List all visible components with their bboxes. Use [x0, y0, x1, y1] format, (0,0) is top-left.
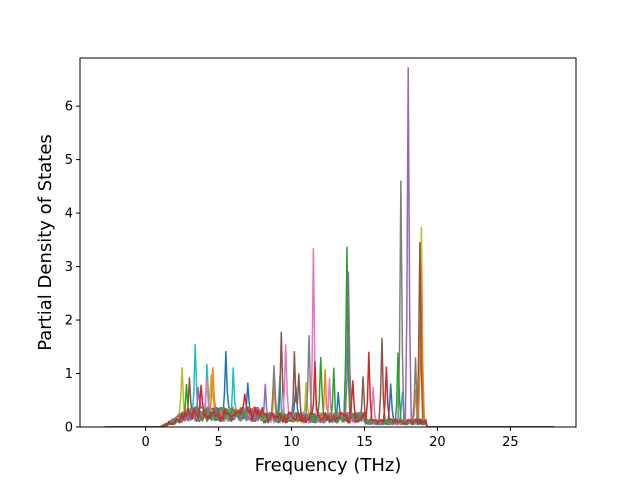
x-tick-label: 20	[429, 435, 446, 450]
x-tick-label: 5	[214, 435, 222, 450]
y-axis-ticks: 0 1 2 3 4 5 6	[65, 100, 80, 436]
series-line-4	[104, 241, 555, 427]
y-tick-label: 6	[65, 100, 73, 115]
y-tick-label: 1	[65, 367, 73, 382]
x-tick-label: 10	[283, 435, 300, 450]
plot-frame	[79, 57, 577, 428]
x-tick-label: 25	[502, 435, 519, 450]
series-line-9	[104, 351, 555, 427]
series-layer	[104, 67, 555, 427]
x-tick-label: 15	[356, 435, 373, 450]
y-tick-label: 5	[65, 153, 73, 168]
x-axis-label: Frequency (THz)	[255, 455, 402, 476]
x-axis-ticks: 0 5 10 15 20 25	[142, 427, 519, 450]
y-tick-label: 3	[65, 260, 73, 275]
x-tick-label: 0	[142, 435, 150, 450]
y-tick-label: 0	[65, 421, 73, 436]
y-axis-label: Partial Density of States	[35, 134, 56, 351]
y-tick-label: 2	[65, 314, 73, 329]
y-tick-label: 4	[65, 207, 73, 222]
